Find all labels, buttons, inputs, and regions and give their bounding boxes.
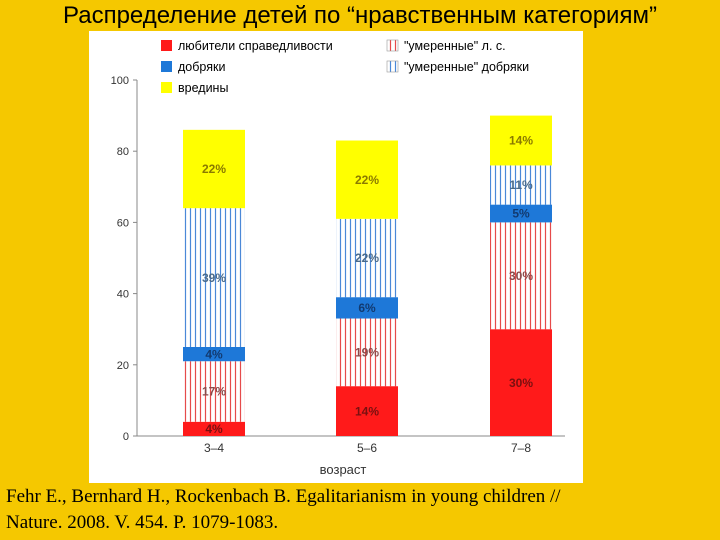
y-tick-label-100: 100 xyxy=(111,75,129,87)
bar-2-label-5: 22% xyxy=(355,173,379,187)
bar-3-label-3: 5% xyxy=(512,207,530,221)
bar-1-segment-2 xyxy=(183,361,245,422)
bar-2-label-4: 22% xyxy=(355,251,379,265)
legend-swatch-5 xyxy=(161,82,172,93)
y-tick-label-0: 0 xyxy=(123,431,129,443)
bar-2-label-2: 19% xyxy=(355,346,379,360)
bar-3-label-5: 14% xyxy=(509,134,533,148)
bar-2-label-3: 6% xyxy=(358,301,376,315)
bar-1-label-1: 4% xyxy=(205,422,223,436)
bar-2-segment-1 xyxy=(336,386,398,436)
legend-swatch-2 xyxy=(386,39,399,52)
x-tick-label-2: 5–6 xyxy=(357,441,377,455)
bar-1-segment-4 xyxy=(183,208,245,347)
chart-panel: любители справедливости "умеренные" л. с.… xyxy=(89,31,583,483)
citation: Fehr E., Bernhard H., Rockenbach B. Egal… xyxy=(6,484,716,536)
citation-line-1: Fehr E., Bernhard H., Rockenbach B. Egal… xyxy=(6,486,561,507)
bar-3-segment-2 xyxy=(490,222,552,330)
bar-1-segment-1 xyxy=(183,421,245,436)
legend-label-2: "умеренные" л. с. xyxy=(404,39,506,53)
legend-label-1: любители справедливости xyxy=(178,39,333,53)
bar-2-segment-2 xyxy=(336,318,398,387)
slide-title: Распределение детей по “нравственным кат… xyxy=(63,2,657,29)
legend-label-3: добряки xyxy=(178,60,225,74)
bar-2-segment-4 xyxy=(336,218,398,298)
y-tick-label-40: 40 xyxy=(117,289,129,301)
bar-1-label-4: 39% xyxy=(202,271,226,285)
bar-3-segment-4 xyxy=(490,165,552,205)
legend: любители справедливости "умеренные" л. с.… xyxy=(161,39,529,95)
bar-2-segment-5 xyxy=(336,140,398,219)
bar-2-segment-3 xyxy=(336,297,398,319)
x-tick-label-3: 7–8 xyxy=(511,441,531,455)
bar-3-segment-5 xyxy=(490,115,552,166)
bar-1-label-2: 17% xyxy=(202,385,226,399)
legend-swatch-4 xyxy=(386,60,399,73)
bar-3-label-2: 30% xyxy=(509,269,533,283)
legend-swatch-3 xyxy=(161,61,172,72)
y-tick-label-60: 60 xyxy=(117,217,129,229)
bar-1-label-5: 22% xyxy=(202,162,226,176)
bar-3-label-4: 11% xyxy=(509,178,533,192)
bar-3-segment-3 xyxy=(490,204,552,223)
bar-1-segment-3 xyxy=(183,347,245,362)
y-tick-label-20: 20 xyxy=(117,360,129,372)
bar-1-label-3: 4% xyxy=(205,347,223,361)
legend-swatch-1 xyxy=(161,40,172,51)
bar-2-label-1: 14% xyxy=(355,404,379,418)
x-axis: 3–4 5–6 7–8 возраст xyxy=(204,441,531,477)
x-axis-title: возраст xyxy=(320,462,367,477)
y-tick-label-80: 80 xyxy=(117,146,129,158)
bar-1-segment-5 xyxy=(183,129,245,209)
bar-3-label-1: 30% xyxy=(509,376,533,390)
bar-3-segment-1 xyxy=(490,329,552,436)
bars: 4% 17% 4% 39% 22% 14% 19% 6% 22% 22% 30% 30% 5% 11% 14… xyxy=(183,115,552,436)
stacked-bar-chart: любители справедливости "умеренные" л. с.… xyxy=(111,39,565,477)
citation-line-2: Nature. 2008. V. 454. P. 1079-1083. xyxy=(6,512,279,533)
legend-label-5: вредины xyxy=(178,81,228,95)
legend-label-4: "умеренные" добряки xyxy=(404,60,529,74)
x-tick-label-1: 3–4 xyxy=(204,441,224,455)
